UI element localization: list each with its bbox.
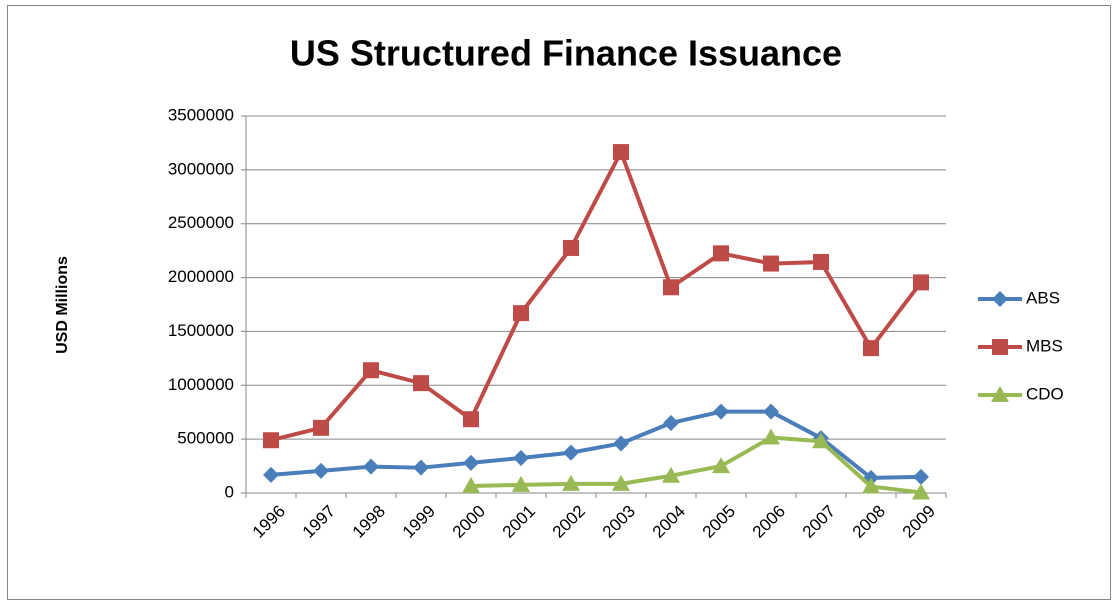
data-point <box>563 444 579 461</box>
data-point <box>862 477 880 494</box>
y-tick-label: 1500000 <box>168 321 234 340</box>
data-point <box>713 403 729 420</box>
y-axis-label: USD Millions <box>54 256 71 354</box>
data-point <box>512 475 530 492</box>
data-point <box>813 253 829 270</box>
data-point <box>712 457 730 474</box>
data-point <box>913 274 929 291</box>
data-point <box>413 375 429 392</box>
y-tick-label: 3000000 <box>168 159 234 178</box>
data-point <box>563 239 579 256</box>
data-point <box>613 144 629 161</box>
legend-label: ABS <box>1026 288 1060 307</box>
data-point <box>313 419 329 436</box>
data-point <box>263 432 279 449</box>
legend-marker <box>992 291 1008 307</box>
data-point <box>713 245 729 262</box>
data-point <box>513 449 529 466</box>
data-point <box>662 466 680 483</box>
y-tick-label: 0 <box>225 482 234 501</box>
data-point <box>462 476 480 493</box>
data-point <box>762 428 780 445</box>
y-tick-label: 500000 <box>177 429 234 448</box>
chart-title: US Structured Finance Issuance <box>290 33 842 74</box>
data-point <box>363 362 379 379</box>
data-point <box>613 435 629 452</box>
data-point <box>463 411 479 428</box>
data-point <box>313 462 329 479</box>
y-tick-label: 2500000 <box>168 213 234 232</box>
data-point <box>513 305 529 322</box>
legend-label: CDO <box>1026 384 1064 403</box>
data-point <box>663 414 679 431</box>
data-point <box>463 454 479 471</box>
data-point <box>863 340 879 357</box>
chart-border <box>7 5 1111 600</box>
legend-marker <box>991 386 1009 402</box>
data-point <box>913 468 929 485</box>
series-line <box>470 435 922 495</box>
series-line <box>270 150 923 443</box>
legend-marker <box>992 339 1008 355</box>
y-tick-label: 2000000 <box>168 267 234 286</box>
data-point <box>912 483 930 500</box>
data-point <box>363 458 379 475</box>
series-line <box>270 409 922 480</box>
y-tick-label: 1000000 <box>168 375 234 394</box>
y-tick-label: 3500000 <box>168 105 234 124</box>
data-point <box>413 459 429 476</box>
data-point <box>763 255 779 272</box>
data-point <box>812 432 830 449</box>
data-point <box>562 474 580 491</box>
data-point <box>612 474 630 491</box>
data-point <box>763 403 779 420</box>
data-point <box>263 466 279 483</box>
data-point <box>663 279 679 296</box>
legend-label: MBS <box>1026 336 1063 355</box>
